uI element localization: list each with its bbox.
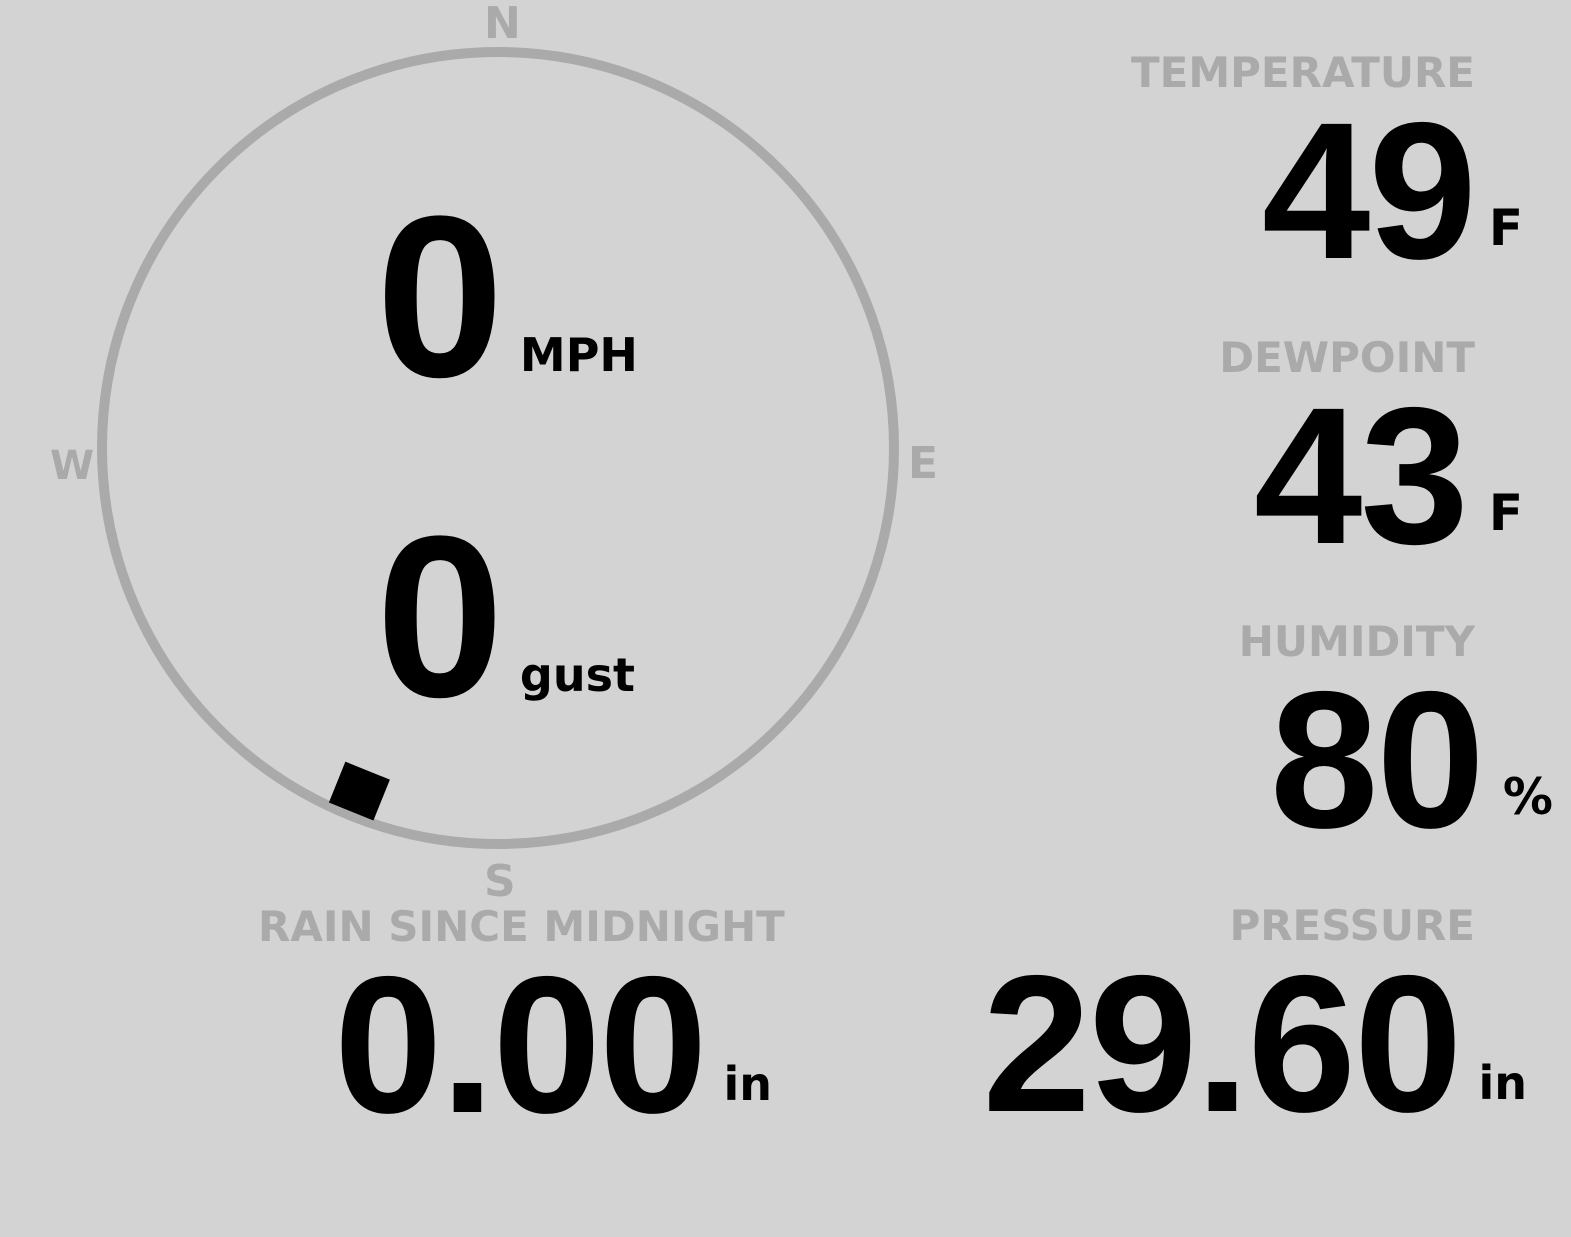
wind-speed: 0 MPH [376, 182, 638, 412]
humidity-card: HUMIDITY 80 % [1239, 621, 1553, 858]
rain-unit: in [723, 1057, 773, 1111]
humidity-value: 80 [1269, 651, 1485, 869]
pressure-card: PRESSURE 29.60 in [983, 905, 1528, 1142]
rain-reading: 0.00 in [334, 948, 772, 1143]
compass-east-label: E [908, 438, 939, 489]
compass-ring [97, 47, 899, 849]
wind-direction-marker [328, 761, 390, 821]
rain-label: RAIN SINCE MIDNIGHT [258, 902, 785, 951]
dewpoint-value: 43 [1253, 367, 1469, 585]
dewpoint-unit: F [1488, 484, 1523, 542]
humidity-label: HUMIDITY [1238, 617, 1475, 666]
humidity-unit: % [1502, 768, 1553, 826]
wind-gust-value: 0 [376, 488, 504, 745]
pressure-value: 29.60 [982, 935, 1463, 1153]
temperature-label: TEMPERATURE [1131, 48, 1475, 97]
wind-gust: 0 gust [376, 502, 635, 732]
wind-speed-unit: MPH [519, 328, 638, 382]
wind-gust-unit: gust [519, 648, 635, 702]
rain-value: 0.00 [334, 936, 708, 1154]
dewpoint-label: DEWPOINT [1219, 333, 1475, 382]
pressure-label: PRESSURE [1229, 901, 1475, 950]
dewpoint-card: DEWPOINT 43 F [1219, 337, 1523, 574]
compass-north-label: N [484, 0, 521, 49]
pressure-unit: in [1478, 1056, 1527, 1110]
compass-west-label: W [50, 443, 95, 489]
temperature-value: 49 [1261, 82, 1477, 300]
temperature-card: TEMPERATURE 49 F [1131, 52, 1523, 289]
temperature-unit: F [1488, 199, 1523, 257]
compass-south-label: S [484, 856, 516, 907]
wind-compass [97, 47, 899, 849]
wind-speed-value: 0 [376, 168, 504, 425]
